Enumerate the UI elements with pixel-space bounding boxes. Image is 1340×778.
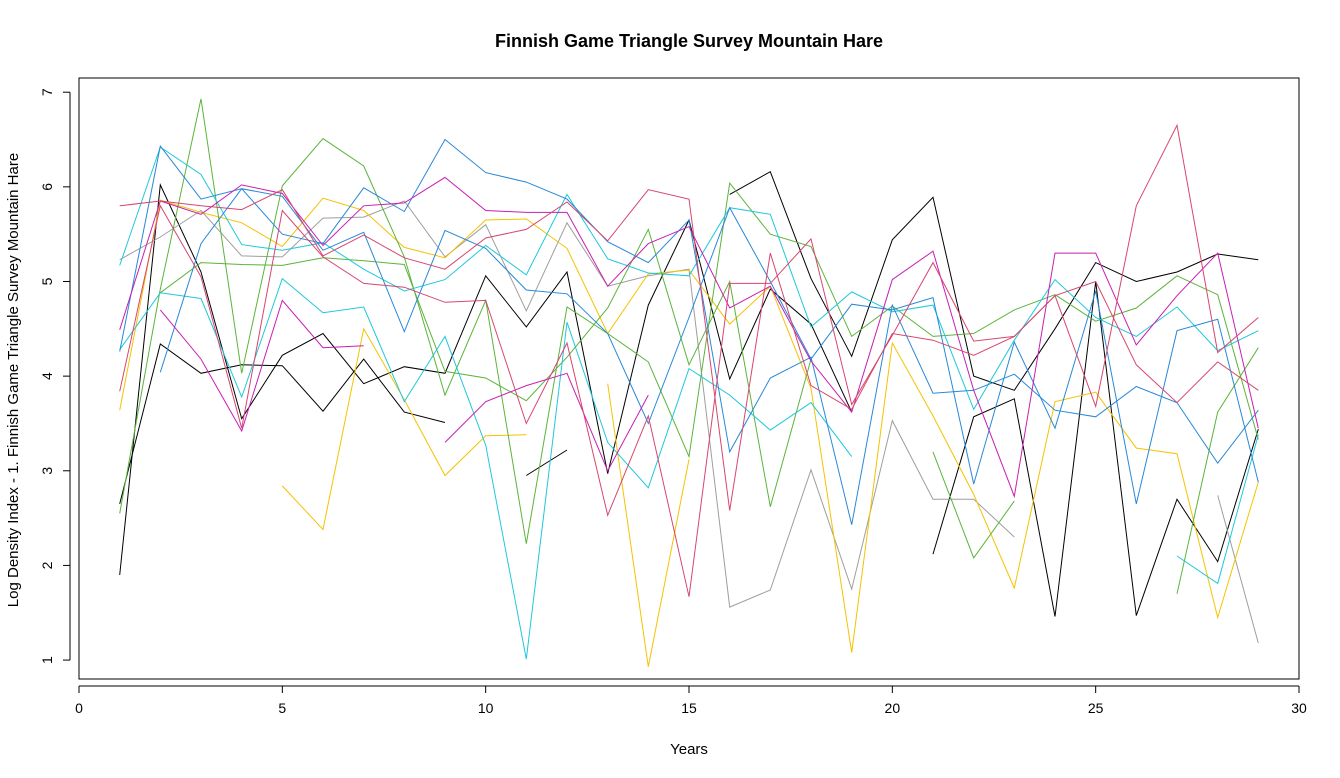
- series-line-green-2: [160, 228, 1259, 594]
- series-line-black-2: [119, 170, 1259, 505]
- y-tick-label: 3: [39, 467, 55, 475]
- y-tick-label: 4: [39, 372, 55, 380]
- x-axis: 0 5 10 15 20 25 30: [75, 685, 1307, 716]
- y-tick-label: 2: [39, 561, 55, 569]
- series-line-orange-2: [281, 327, 690, 667]
- series-line-crimson-2: [119, 204, 1259, 597]
- series-line-blue: [119, 138, 1259, 525]
- x-axis-label: Years: [670, 741, 708, 758]
- y-tick-label: 5: [39, 277, 55, 285]
- x-tick-label: 10: [478, 700, 494, 716]
- series-line-orange-1: [119, 197, 1259, 653]
- y-tick-label: 6: [39, 183, 55, 191]
- x-tick-label: 30: [1291, 700, 1307, 716]
- series-line-gray: [119, 200, 1259, 644]
- x-tick-label: 20: [885, 700, 901, 716]
- y-tick-label: 1: [39, 656, 55, 664]
- x-tick-label: 25: [1088, 700, 1104, 716]
- series-line-blue-2: [159, 188, 1259, 505]
- series-line-magenta-2: [159, 299, 649, 472]
- series-line-green-1: [119, 98, 1259, 544]
- x-tick-label: 15: [681, 700, 697, 716]
- y-axis: 1 2 3 4 5 6 7: [39, 88, 71, 664]
- x-tick-label: 0: [75, 700, 83, 716]
- chart-title: Finnish Game Triangle Survey Mountain Ha…: [495, 31, 883, 51]
- plot-frame: [78, 77, 1300, 680]
- x-tick-label: 5: [278, 700, 286, 716]
- y-tick-label: 7: [39, 88, 55, 96]
- series-line-cyan-2: [119, 277, 1259, 660]
- y-axis-label: Log Density Index - 1. Finnish Game Tria…: [5, 153, 22, 607]
- series-line-crimson: [119, 123, 1259, 511]
- series-line-cyan-1: [119, 146, 1259, 411]
- series-layer: [119, 98, 1259, 667]
- series-line-magenta: [119, 176, 1259, 499]
